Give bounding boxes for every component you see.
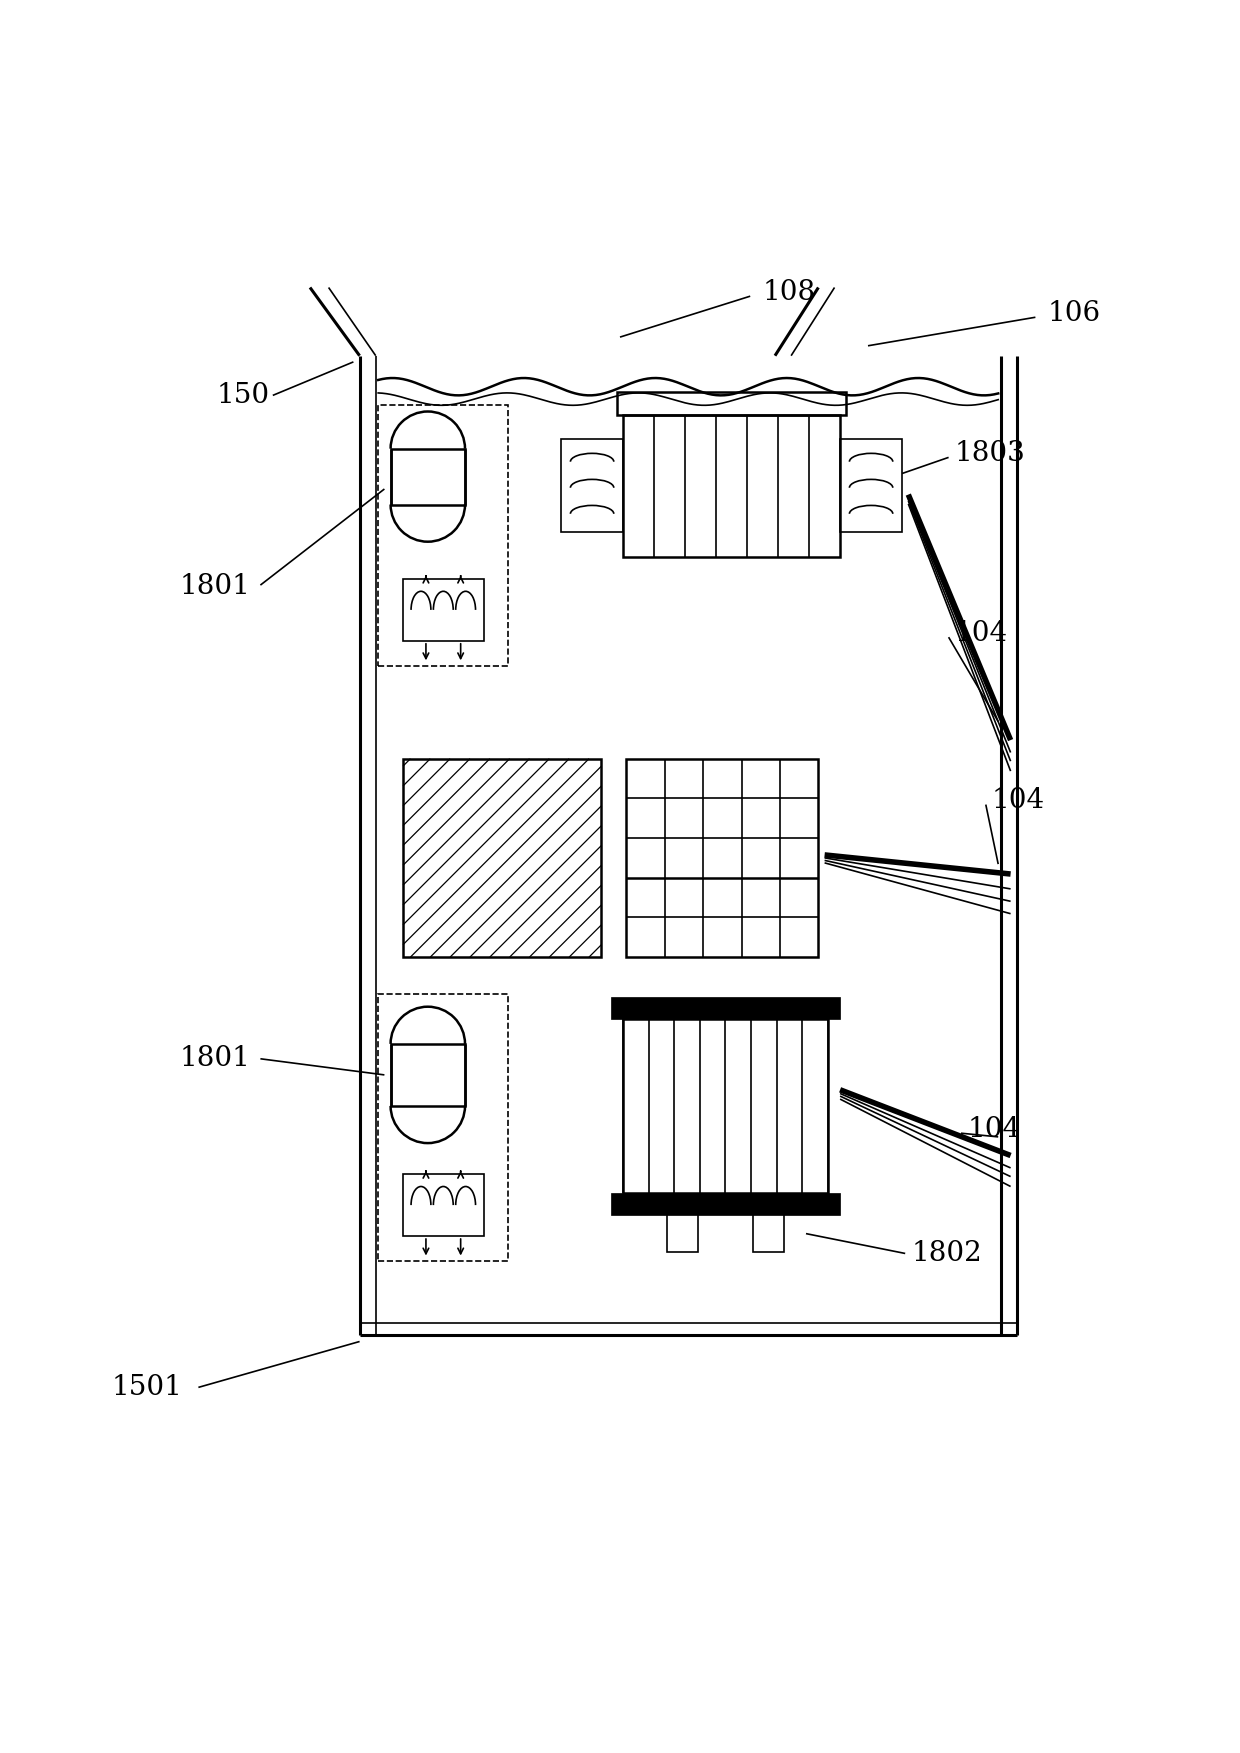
Bar [610, 1192, 841, 1215]
Text: 1801: 1801 [180, 573, 250, 600]
Text: 104: 104 [992, 787, 1045, 815]
Text: 104: 104 [955, 621, 1008, 647]
Bar [610, 997, 841, 1018]
Text: 150: 150 [217, 382, 270, 408]
Text: 106: 106 [1048, 300, 1101, 328]
Bar [403, 759, 601, 957]
Bar [618, 393, 846, 415]
Bar [403, 578, 484, 642]
Bar [622, 415, 839, 557]
Bar [391, 449, 465, 505]
Bar [391, 1043, 465, 1106]
Bar [754, 1210, 785, 1252]
Bar [841, 440, 903, 533]
Text: 1801: 1801 [180, 1045, 250, 1073]
Text: 104: 104 [967, 1117, 1021, 1143]
Text: 1803: 1803 [955, 440, 1025, 466]
Text: 1802: 1802 [911, 1239, 982, 1267]
Bar [626, 759, 818, 957]
Bar [378, 405, 508, 666]
Text: 1501: 1501 [112, 1374, 182, 1401]
Bar [622, 1018, 828, 1192]
Bar [403, 1175, 484, 1236]
Bar [667, 1210, 697, 1252]
Bar [560, 440, 622, 533]
Bar [378, 994, 508, 1260]
Text: 108: 108 [763, 279, 816, 307]
